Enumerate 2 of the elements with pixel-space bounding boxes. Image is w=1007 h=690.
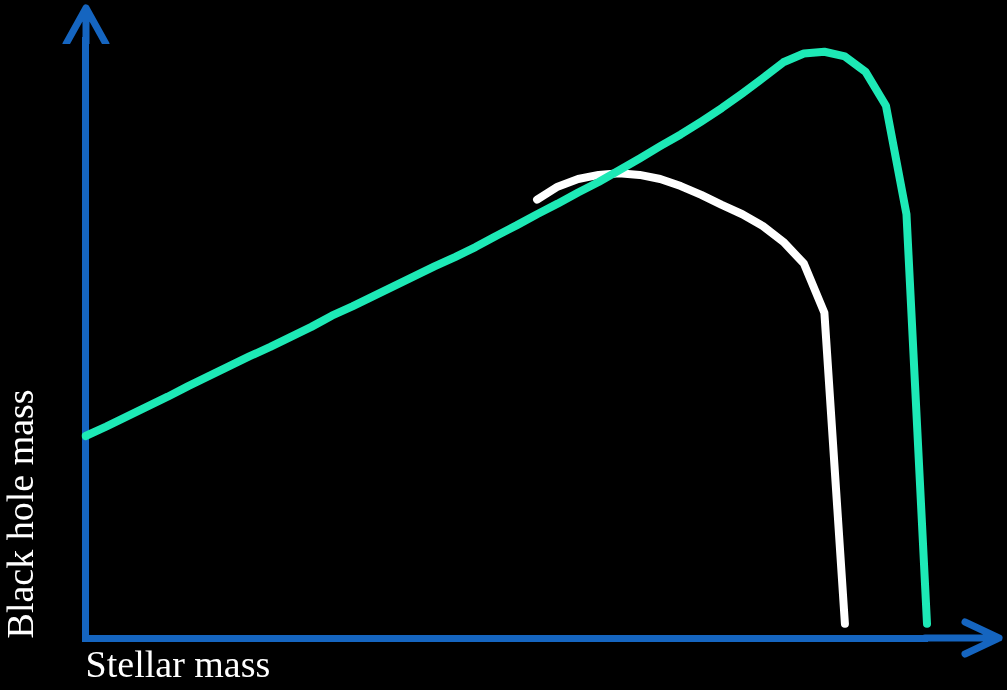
y-axis-title: Black hole mass: [0, 389, 41, 639]
x-axis-title: Stellar mass: [85, 643, 271, 686]
